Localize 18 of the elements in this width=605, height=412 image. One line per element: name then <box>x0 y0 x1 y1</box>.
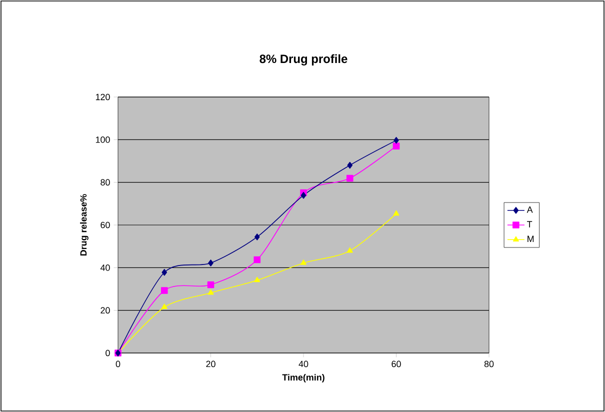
x-tick-label: 0 <box>116 360 120 368</box>
y-axis-title: Drug release% <box>80 194 88 256</box>
y-tick-label: 60 <box>100 222 110 228</box>
x-tick-label: 60 <box>392 360 401 368</box>
legend-label: A <box>526 206 533 213</box>
x-axis-title: Time(min) <box>282 374 324 382</box>
y-tick-label: 80 <box>100 179 110 186</box>
y-tick-label: 0 <box>106 350 110 356</box>
y-tick-label: 20 <box>100 307 110 314</box>
legend-label: M <box>528 236 534 242</box>
x-tick-label: 20 <box>206 360 216 368</box>
x-tick-label: 80 <box>484 360 494 368</box>
chart-title: 8% Drug profile <box>260 54 348 66</box>
y-tick-label: 40 <box>100 264 110 271</box>
y-tick-label: 120 <box>96 94 110 100</box>
y-tick-label: 100 <box>96 136 110 143</box>
x-tick-label: 40 <box>298 360 308 368</box>
legend-label: T <box>527 221 532 228</box>
